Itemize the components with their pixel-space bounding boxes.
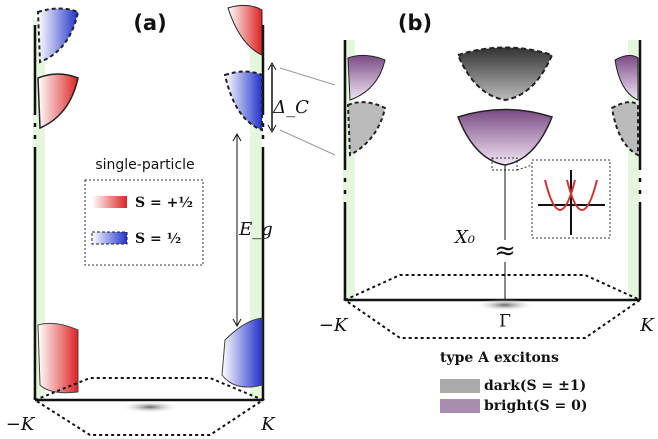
legend-swatch [440, 379, 480, 393]
connector [280, 68, 335, 85]
legend-title: single-particle [95, 157, 194, 173]
legend-item: bright(S = 0) [484, 398, 588, 414]
valley-label: K [639, 315, 655, 336]
panel-b: (b) X₀ ≈ Γ −K K [319, 11, 656, 338]
band-cone [225, 72, 262, 131]
panel-label: (a) [133, 11, 166, 35]
band-cone [228, 5, 262, 55]
exciton-cone [348, 102, 385, 155]
legend-swatch [92, 232, 127, 244]
dark-exciton [458, 48, 552, 101]
gamma-spot [475, 299, 535, 311]
exciton-cone [612, 102, 638, 155]
gamma-spot [120, 401, 180, 413]
valley-label: −K [6, 414, 36, 435]
zoom-line [517, 165, 532, 170]
exciton-legend: type A excitons dark(S = ±1) bright(S = … [440, 350, 588, 414]
connector [280, 130, 335, 155]
panel-label: (b) [398, 11, 432, 35]
band-cone [38, 323, 78, 392]
legend-item: S = +½ [135, 195, 193, 211]
approx-sign: ≈ [494, 236, 516, 266]
band-cone [222, 318, 262, 387]
center-label: Γ [499, 312, 511, 332]
legend-box [85, 180, 203, 265]
figure: (a) single-particle S = +½ S = ½ Δ_C E_g… [0, 0, 658, 439]
page: {"panel_a": {"label": "(a)", "legend_tit… [0, 0, 658, 439]
exciton-cone [348, 55, 385, 100]
legend-swatch [92, 196, 127, 208]
gap-label: Δ_C [272, 97, 309, 118]
legend-swatch [440, 399, 480, 413]
legend-title: type A excitons [440, 350, 559, 366]
band-cone [38, 74, 78, 128]
gap-label: E_g [238, 219, 273, 240]
valley-label: K [260, 414, 276, 435]
valley-label: −K [319, 315, 349, 336]
exciton-label: X₀ [453, 227, 475, 248]
bright-exciton [458, 110, 552, 166]
exciton-cone [615, 55, 638, 100]
band-cone [38, 9, 78, 63]
legend-item: S = ½ [135, 231, 181, 247]
legend-item: dark(S = ±1) [484, 378, 586, 394]
panel-a: (a) single-particle S = +½ S = ½ Δ_C E_g… [6, 5, 309, 435]
